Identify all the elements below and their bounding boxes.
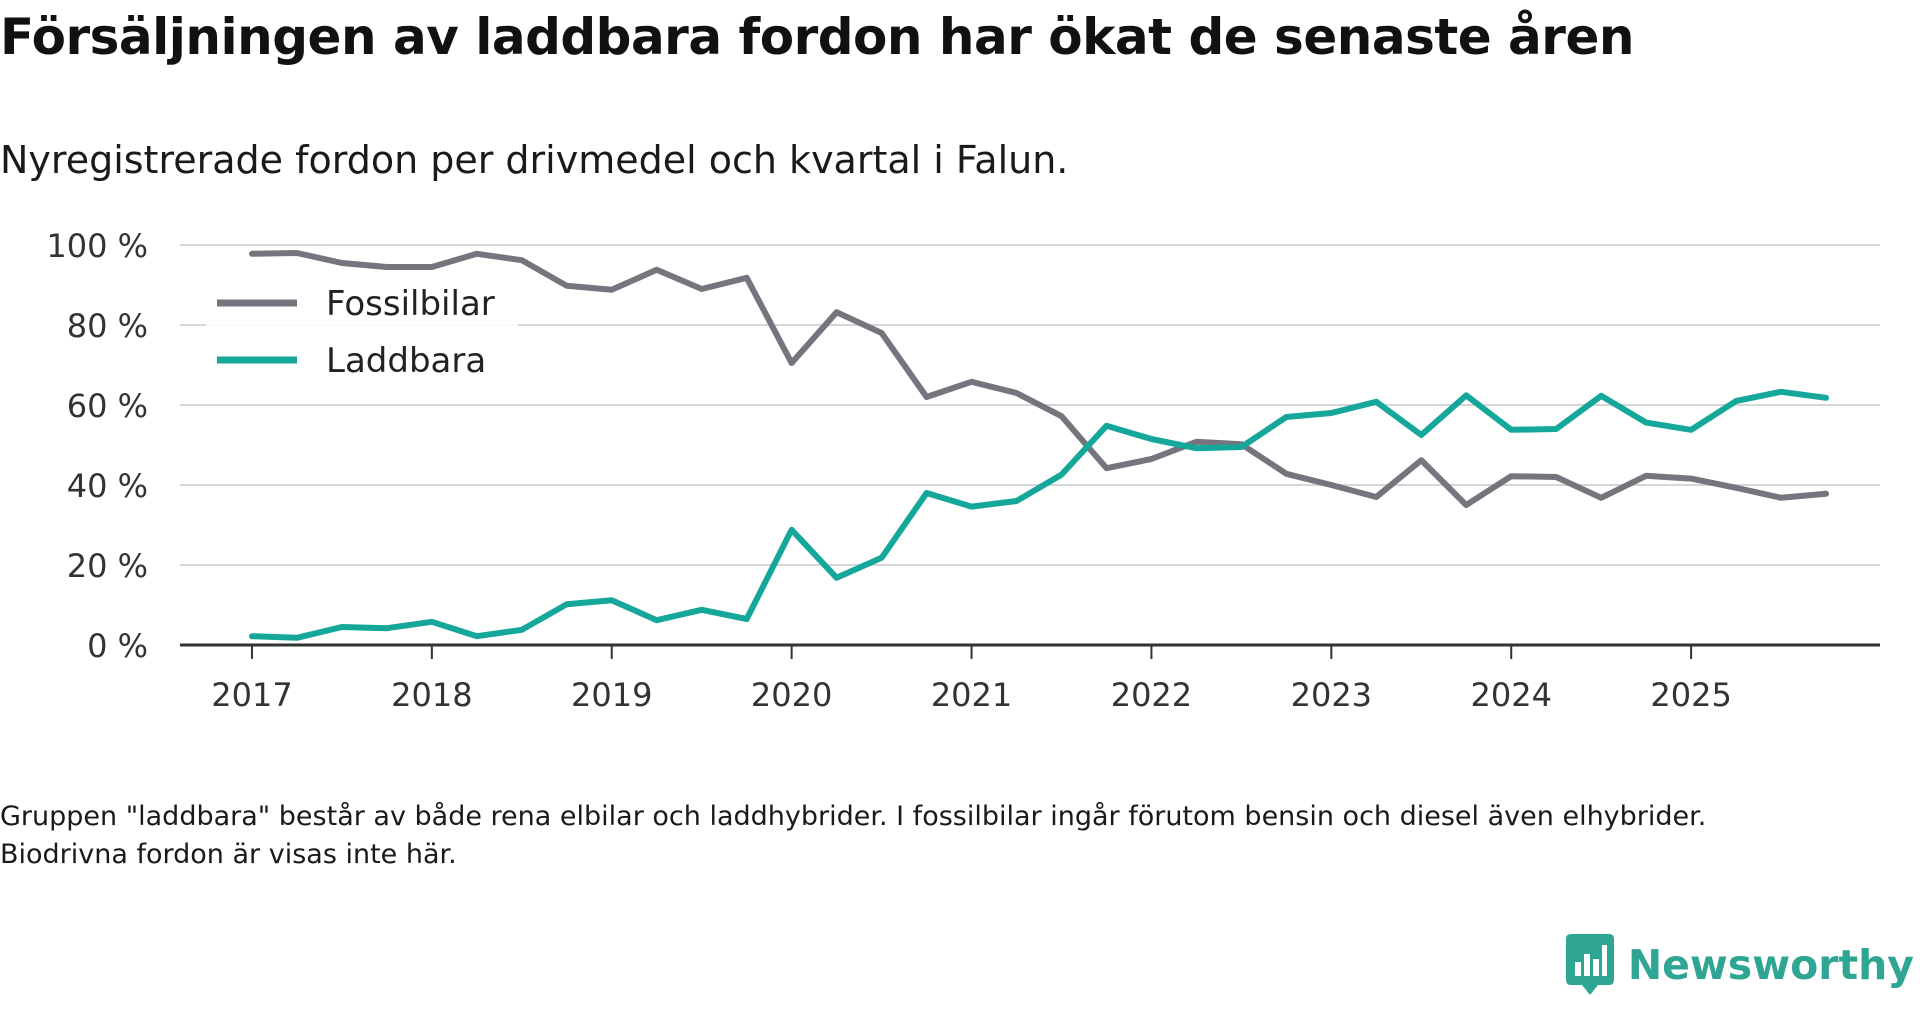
series-line-laddbara xyxy=(249,388,1829,641)
x-tick-label: 2022 xyxy=(1111,676,1192,714)
chart-title: Försäljningen av laddbara fordon har öka… xyxy=(0,8,1634,66)
y-tick-label: 40 % xyxy=(67,467,148,505)
series-line-fossilbilar xyxy=(249,250,1829,508)
x-tick-label: 2017 xyxy=(211,676,292,714)
x-tick-label: 2018 xyxy=(391,676,472,714)
chart-footnote: Gruppen "laddbara" består av både rena e… xyxy=(0,801,1707,870)
brand-name: Newsworthy xyxy=(1627,941,1914,989)
y-tick-label: 20 % xyxy=(67,547,148,585)
newsworthy-logo-icon xyxy=(1565,934,1614,995)
series-lines xyxy=(249,250,1829,641)
y-tick-label: 0 % xyxy=(87,627,148,665)
line-chart: 0 % 20 % 40 % 60 % 80 % 100 % 2017 2018 2019 202… xyxy=(46,227,1880,714)
x-tick-label: 2019 xyxy=(571,676,652,714)
x-tick-label: 2023 xyxy=(1291,676,1372,714)
y-tick-label: 100 % xyxy=(46,227,148,265)
x-tick-label: 2020 xyxy=(751,676,832,714)
y-tick-label: 80 % xyxy=(67,307,148,345)
brand-logo: Newsworthy xyxy=(1565,930,1914,1000)
y-tick-label: 60 % xyxy=(67,387,148,425)
legend-background xyxy=(206,270,518,400)
chart-subtitle: Nyregistrerade fordon per drivmedel och … xyxy=(0,138,1069,182)
legend-label: Laddbara xyxy=(326,341,486,381)
y-axis-labels: 0 % 20 % 40 % 60 % 80 % 100 % xyxy=(46,227,148,665)
legend: Fossilbilar Laddbara xyxy=(206,270,518,400)
x-tick-label: 2024 xyxy=(1470,676,1551,714)
x-tick-label: 2025 xyxy=(1650,676,1731,714)
legend-label: Fossilbilar xyxy=(326,284,495,324)
x-tick-label: 2021 xyxy=(931,676,1012,714)
x-axis: 2017 2018 2019 2020 2021 2022 2023 2024 2025 xyxy=(180,643,1880,714)
